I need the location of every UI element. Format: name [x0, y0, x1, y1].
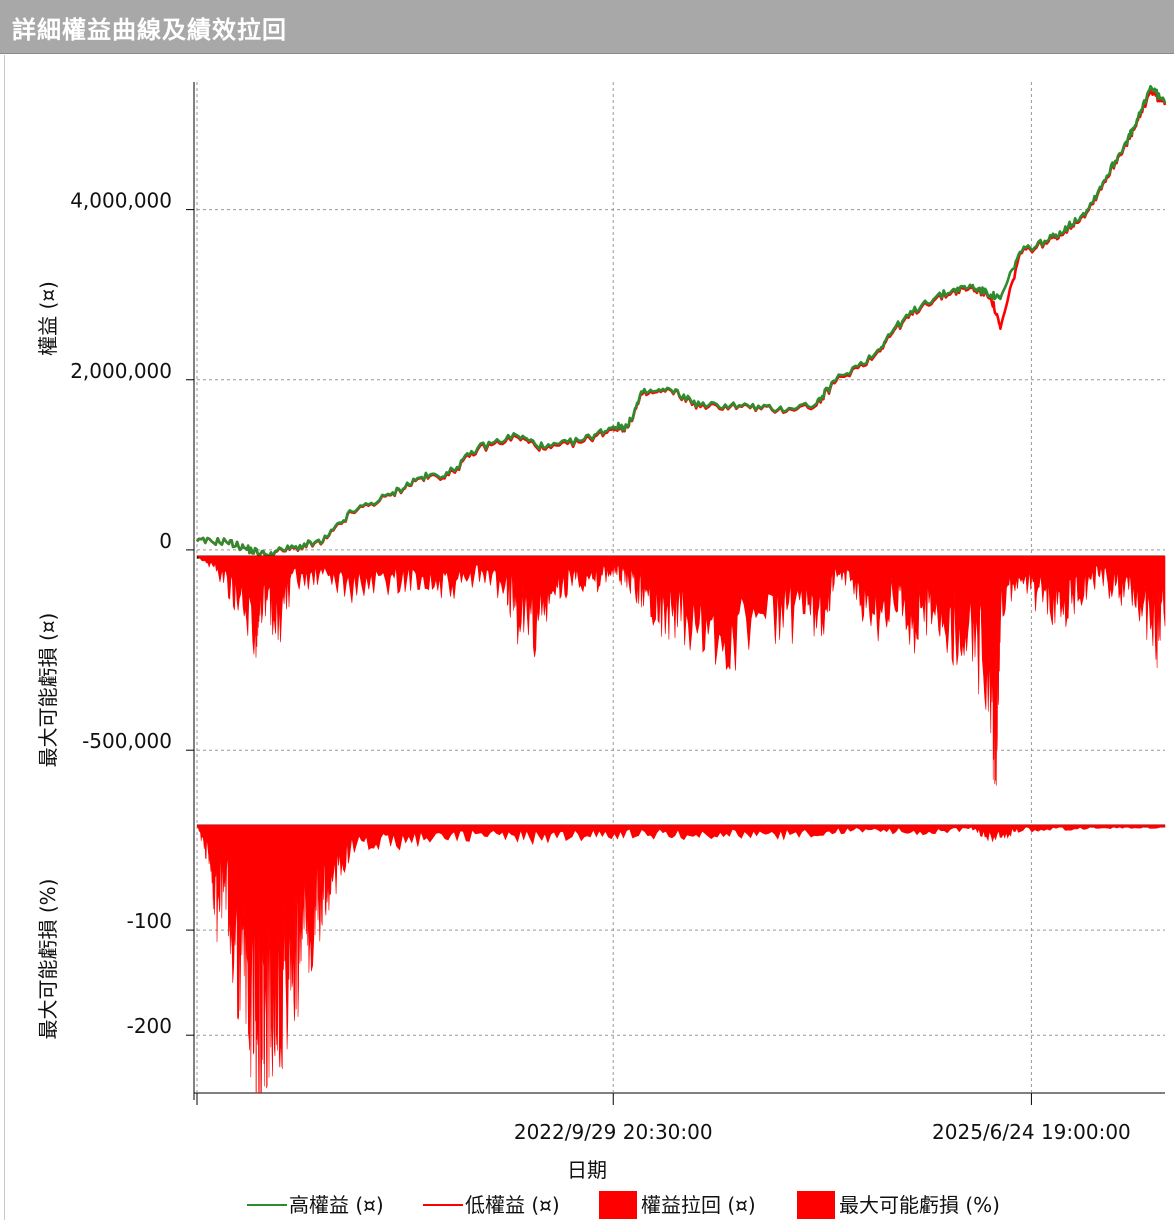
- y-axis-title: 最大可能虧損 (%): [36, 879, 60, 1040]
- chart-frame: [4, 55, 1172, 1220]
- window-titlebar: 詳細權益曲線及績效拉回: [0, 0, 1174, 54]
- x-tick-label: 2022/9/29 20:30:00: [514, 1120, 713, 1144]
- legend-item-1: 高權益 (¤): [247, 1193, 384, 1217]
- y-tick-label: 4,000,000: [70, 189, 172, 213]
- y-tick-label: 2,000,000: [70, 359, 172, 383]
- y-axis-title: 權益 (¤): [36, 281, 60, 356]
- drawdown-area: [196, 555, 1166, 786]
- legend-box-swatch: [797, 1191, 835, 1219]
- legend-item-4: 最大可能虧損 (%): [797, 1191, 1000, 1219]
- legend-label: 高權益 (¤): [289, 1193, 384, 1217]
- y-tick-label: 0: [159, 529, 172, 553]
- x-axis-title: 日期: [567, 1158, 607, 1182]
- legend-label: 權益拉回 (¤): [641, 1193, 756, 1217]
- legend-label: 低權益 (¤): [465, 1193, 560, 1217]
- x-tick-label: 2025/6/24 19:00:00: [932, 1120, 1131, 1144]
- y-tick-label: -100: [127, 909, 172, 933]
- legend-item-2: 低權益 (¤): [423, 1193, 560, 1217]
- y-axis-title: 最大可能虧損 (¤): [36, 613, 60, 768]
- legend-box-swatch: [599, 1191, 637, 1219]
- y-tick-label: -500,000: [82, 729, 172, 753]
- window-title: 詳細權益曲線及績效拉回: [12, 16, 287, 44]
- legend-item-3: 權益拉回 (¤): [599, 1191, 756, 1219]
- legend-label: 最大可能虧損 (%): [839, 1193, 1000, 1217]
- series-line: [195, 89, 1167, 559]
- y-tick-label: -200: [127, 1014, 172, 1038]
- series-line: [195, 85, 1167, 558]
- drawdown-area: [196, 824, 1166, 1094]
